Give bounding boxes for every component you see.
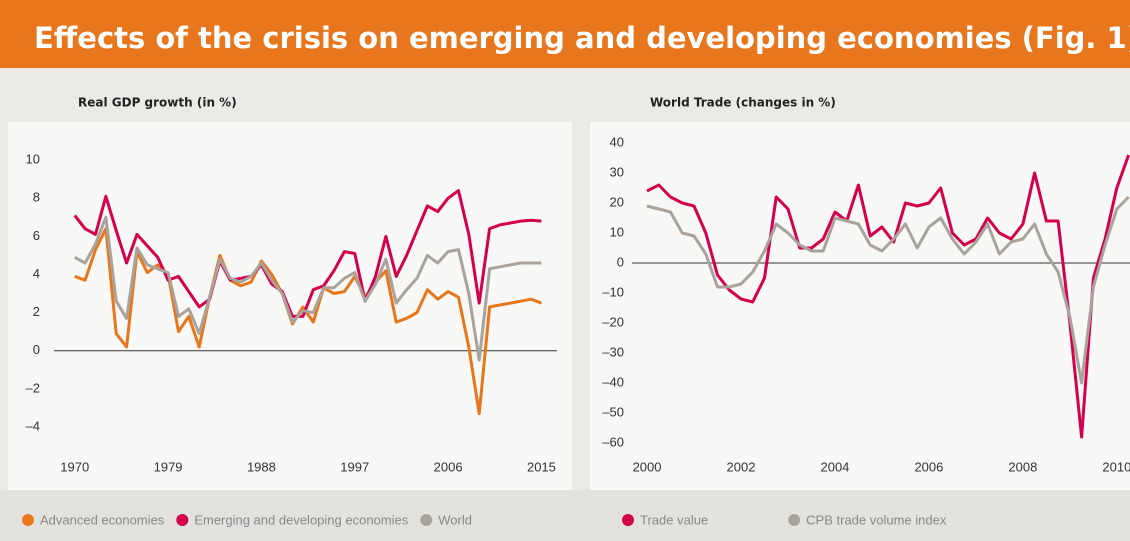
panel bbox=[590, 122, 1130, 490]
y-tick-label: 30 bbox=[610, 164, 624, 179]
legend-marker bbox=[622, 514, 634, 526]
line bbox=[73, 189, 542, 318]
x-tick-label: 1988 bbox=[247, 459, 276, 474]
line bbox=[73, 215, 542, 362]
y-tick-label: 6 bbox=[33, 228, 40, 243]
y-tick-label: 0 bbox=[33, 342, 40, 357]
header bbox=[0, 0, 1130, 68]
x-tick-label: 2010 bbox=[1102, 459, 1130, 474]
legend-marker bbox=[22, 514, 34, 526]
y-tick-label: 10 bbox=[610, 224, 624, 239]
page-title: Effects of the crisis on emerging and de… bbox=[34, 21, 1130, 55]
x-tick-label: 2004 bbox=[820, 459, 849, 474]
y-tick-label: –20 bbox=[602, 314, 624, 329]
x-tick-label: 1979 bbox=[154, 459, 183, 474]
y-tick-label: 10 bbox=[26, 152, 40, 167]
line bbox=[646, 195, 1130, 385]
y-tick-label: –30 bbox=[602, 344, 624, 359]
legend-label: Trade value bbox=[640, 512, 708, 527]
legend-label: Advanced economies bbox=[40, 512, 165, 527]
x-tick-label: 1997 bbox=[340, 459, 369, 474]
y-tick-label: –10 bbox=[602, 284, 624, 299]
panel bbox=[8, 122, 572, 490]
legend-label: CPB trade volume index bbox=[806, 512, 947, 527]
chart-subtitle: World Trade (changes in %) bbox=[650, 96, 836, 110]
y-tick-label: 2 bbox=[33, 304, 40, 319]
legend-marker bbox=[788, 514, 801, 526]
y-tick-label: –50 bbox=[602, 404, 624, 419]
line bbox=[74, 227, 542, 416]
y-tick-label: –2 bbox=[26, 380, 40, 395]
legend-band bbox=[0, 490, 1130, 541]
y-tick-label: 20 bbox=[610, 194, 624, 209]
legend-marker bbox=[420, 514, 433, 526]
x-tick-label: 2002 bbox=[727, 459, 756, 474]
y-tick-label: 0 bbox=[617, 254, 624, 269]
chart-subtitle: Real GDP growth (in %) bbox=[78, 96, 237, 110]
x-tick-label: 2008 bbox=[1008, 459, 1037, 474]
x-tick-label: 2000 bbox=[633, 459, 662, 474]
y-tick-label: –4 bbox=[26, 418, 40, 433]
y-tick-label: 4 bbox=[33, 266, 40, 281]
y-tick-label: –40 bbox=[602, 374, 624, 389]
x-tick-label: 2015 bbox=[527, 459, 556, 474]
x-tick-label: 2006 bbox=[434, 459, 463, 474]
y-tick-label: 40 bbox=[610, 134, 624, 149]
plot-area bbox=[73, 189, 542, 416]
x-tick-label: 1970 bbox=[60, 459, 89, 474]
legend-label: Emerging and developing economies bbox=[194, 512, 408, 527]
plot-area bbox=[646, 154, 1130, 439]
y-tick-label: –60 bbox=[602, 434, 624, 449]
x-tick-label: 2006 bbox=[914, 459, 943, 474]
y-tick-label: 8 bbox=[33, 190, 40, 205]
legend-marker bbox=[176, 514, 189, 526]
legend-label: World bbox=[438, 512, 472, 527]
